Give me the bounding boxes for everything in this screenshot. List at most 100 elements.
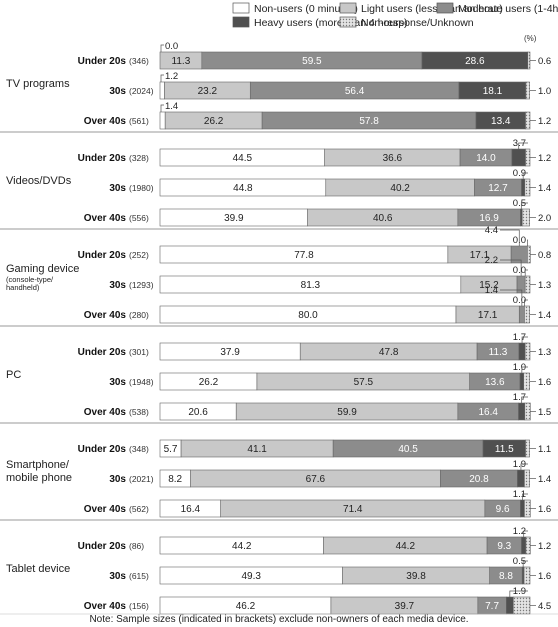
nonresponse-label: 0.8 (538, 250, 551, 261)
bar-segment (506, 596, 514, 615)
nonresponse-label: 1.3 (538, 347, 551, 358)
row-sample-size: (301) (129, 347, 149, 357)
group-label: PC (6, 369, 21, 381)
legend-label-1: Light users (less than an hour) (361, 3, 503, 15)
nonresponse-label: 1.3 (538, 280, 551, 291)
data-label: 17.1 (470, 250, 490, 261)
group-label: Videos/DVDs (6, 175, 72, 187)
group-label: mobile phone (6, 472, 72, 484)
data-label: 8.2 (168, 474, 182, 485)
row-sample-size: (538) (129, 407, 149, 417)
nonresponse-label: 1.4 (538, 474, 551, 485)
data-label: 9.3 (497, 541, 511, 552)
data-label: 16.9 (479, 213, 499, 224)
data-label-callout: 1.7 (513, 392, 526, 403)
legend-label-3: Heavy users (more than 4 hours) (254, 17, 407, 29)
data-label: 41.1 (247, 444, 267, 455)
data-label: 47.8 (379, 347, 399, 358)
callout-line (521, 366, 528, 373)
data-label: 14.0 (476, 153, 496, 164)
bar-segment (525, 111, 531, 130)
data-label-callout: 1.2 (165, 71, 178, 82)
bar-segment (518, 305, 525, 324)
legend-label-0: Non-users (0 minutes) (254, 3, 358, 15)
data-label: 5.7 (164, 444, 178, 455)
nonresponse-label: 1.0 (538, 86, 551, 97)
nonresponse-label: 1.6 (538, 504, 551, 515)
data-label-callout: 3.7 (513, 138, 526, 149)
data-label-callout: 1.9 (513, 459, 526, 470)
row-sample-size: (556) (129, 213, 149, 223)
data-label: 56.4 (345, 86, 365, 97)
data-label: 37.9 (220, 347, 240, 358)
nonresponse-label: 1.6 (538, 571, 551, 582)
data-label: 16.4 (181, 504, 201, 515)
row-label: Under 20s (78, 541, 127, 552)
row-label: Over 40s (84, 310, 127, 321)
nonresponse-label: 1.1 (538, 444, 551, 455)
nonresponse-label: 1.6 (538, 377, 551, 388)
data-label: 39.8 (406, 571, 426, 582)
row-label: Under 20s (78, 444, 127, 455)
data-label-callout: 0.5 (513, 556, 526, 567)
nonresponse-label: 1.2 (538, 116, 551, 127)
row-label: 30s (109, 183, 126, 194)
bar-segment (524, 402, 531, 421)
data-label: 16.4 (478, 407, 498, 418)
callout-line (160, 74, 164, 82)
nonresponse-label: 1.4 (538, 183, 551, 194)
row-sample-size: (1293) (129, 280, 154, 290)
group-label: Smartphone/ (6, 459, 70, 471)
bar-segment (525, 81, 530, 100)
group-label: TV programs (6, 78, 70, 90)
callout-line (520, 202, 528, 209)
row-sample-size: (280) (129, 310, 149, 320)
data-label: 67.6 (306, 474, 326, 485)
callout-line (522, 560, 528, 567)
bar-segment (521, 208, 530, 227)
data-label: 44.8 (233, 183, 253, 194)
bar-segment (525, 439, 530, 458)
data-label: 59.9 (337, 407, 357, 418)
data-label: 11.5 (495, 444, 514, 455)
bar-segment (518, 342, 526, 361)
bar-segment (525, 536, 531, 555)
nonresponse-label: 2.0 (538, 213, 551, 224)
nonresponse-label: 1.2 (538, 153, 551, 164)
data-label: 59.5 (302, 56, 322, 67)
data-label: 36.6 (383, 153, 403, 164)
bar-segment (510, 245, 528, 264)
callout-line (160, 44, 164, 52)
data-label: 26.2 (199, 377, 219, 388)
data-label: 40.6 (373, 213, 393, 224)
row-label: 30s (109, 571, 126, 582)
data-label: 11.3 (489, 347, 508, 358)
row-label: Over 40s (84, 504, 127, 515)
callout-line (509, 590, 528, 597)
bar-segment (524, 305, 530, 324)
row-sample-size: (561) (129, 116, 149, 126)
data-label-callout: 1.7 (513, 332, 526, 343)
data-label: 18.1 (483, 86, 503, 97)
row-sample-size: (2021) (129, 474, 154, 484)
legend-swatch-2 (436, 2, 454, 14)
data-label: 77.8 (294, 250, 314, 261)
data-label: 7.7 (485, 601, 499, 612)
data-label: 40.5 (398, 444, 418, 455)
bar-segment (527, 51, 531, 70)
callout-line (524, 299, 528, 306)
data-label-callout: 0.0 (513, 295, 526, 306)
data-label-callout: 4.4 (485, 225, 498, 236)
bar-segment (523, 372, 530, 391)
nonresponse-label: 4.5 (538, 601, 551, 612)
row-sample-size: (562) (129, 504, 149, 514)
data-label: 20.8 (469, 474, 489, 485)
callout-line (520, 463, 528, 470)
row-sample-size: (615) (129, 571, 149, 581)
data-label: 9.6 (496, 504, 510, 515)
data-label: 26.2 (204, 116, 224, 127)
callout-line (500, 289, 523, 306)
callout-line (523, 530, 528, 537)
data-label: 11.3 (172, 56, 191, 67)
